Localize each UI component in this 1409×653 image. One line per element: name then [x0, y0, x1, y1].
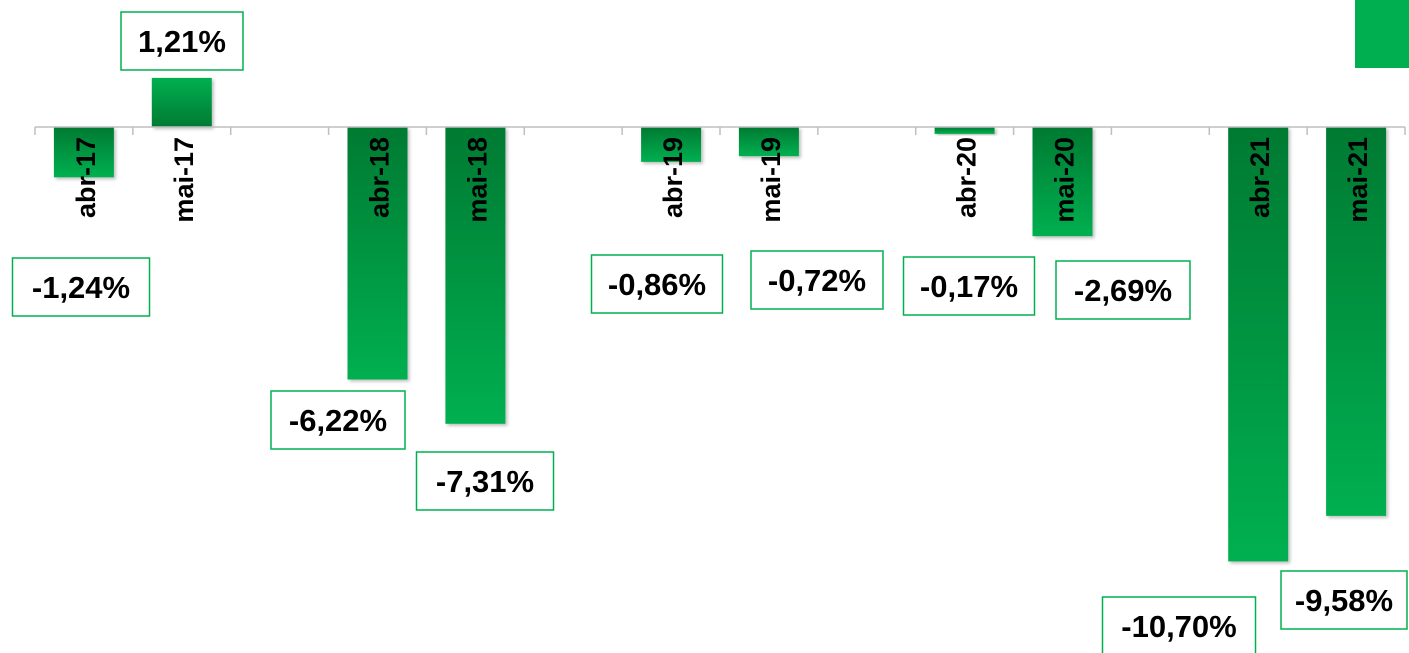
data-label-text: -6,22% [289, 403, 387, 438]
data-label-text: -9,58% [1295, 583, 1393, 618]
bar-abr-19 [641, 127, 702, 162]
bar-abr-18 [347, 127, 408, 380]
bar-mai-19 [738, 127, 799, 157]
data-label-text: -0,86% [608, 267, 706, 302]
data-label-mai-21: -9,58% [1280, 570, 1408, 630]
bar-abr-21 [1228, 127, 1289, 562]
data-label-text: -2,69% [1074, 273, 1172, 308]
x-tick-label-mai-18: mai-18 [462, 137, 492, 223]
x-tick-label-abr-20: abr-20 [952, 137, 982, 218]
data-label-abr-18: -6,22% [270, 390, 406, 450]
data-label-abr-17: -1,24% [11, 257, 151, 317]
data-label-abr-19: -0,86% [590, 254, 724, 314]
x-tick-label-mai-21: mai-21 [1343, 137, 1373, 223]
data-label-mai-20: -2,69% [1055, 260, 1191, 320]
data-label-abr-20: -0,17% [902, 256, 1036, 316]
bar-mai-21 [1326, 127, 1387, 516]
x-tick-label-mai-19: mai-19 [756, 137, 786, 223]
bar-mai-17 [151, 77, 212, 127]
data-label-abr-21: -10,70% [1101, 596, 1257, 653]
data-label-mai-17: 1,21% [120, 11, 244, 71]
x-tick-label-mai-20: mai-20 [1050, 137, 1080, 223]
x-tick-label-mai-17: mai-17 [169, 137, 199, 223]
data-label-text: 1,21% [138, 24, 226, 59]
legend-swatch [1355, 0, 1409, 68]
data-label-text: -1,24% [32, 270, 130, 305]
data-label-mai-18: -7,31% [415, 451, 555, 511]
bar-abr-17 [53, 127, 114, 178]
bar-mai-20 [1032, 127, 1093, 237]
data-label-text: -10,70% [1121, 609, 1236, 644]
bar-mai-18 [445, 127, 506, 424]
x-tick-label-abr-17: abr-17 [71, 137, 101, 218]
data-label-text: -7,31% [436, 464, 534, 499]
x-tick-label-abr-21: abr-21 [1245, 137, 1275, 218]
data-label-text: -0,17% [920, 269, 1018, 304]
bar-abr-20 [934, 127, 995, 134]
data-label-text: -0,72% [768, 263, 866, 298]
data-label-mai-19: -0,72% [750, 250, 884, 310]
x-tick-label-abr-18: abr-18 [365, 137, 395, 218]
x-tick-label-abr-19: abr-19 [658, 137, 688, 218]
